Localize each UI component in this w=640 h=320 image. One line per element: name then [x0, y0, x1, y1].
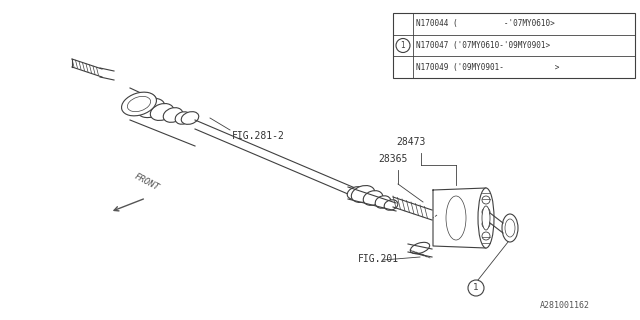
- Ellipse shape: [163, 108, 183, 122]
- Ellipse shape: [482, 220, 490, 228]
- Ellipse shape: [150, 104, 173, 120]
- Ellipse shape: [175, 112, 191, 124]
- Ellipse shape: [181, 112, 199, 124]
- Ellipse shape: [446, 196, 466, 240]
- Text: 28365: 28365: [378, 154, 408, 164]
- FancyBboxPatch shape: [393, 13, 635, 78]
- Ellipse shape: [482, 208, 490, 216]
- Ellipse shape: [348, 187, 365, 199]
- Text: 28473: 28473: [396, 137, 426, 147]
- Ellipse shape: [122, 92, 156, 116]
- Ellipse shape: [124, 93, 156, 115]
- Text: N170044 (          -'07MY0610>: N170044 ( -'07MY0610>: [416, 19, 555, 28]
- Text: FIG.281-2: FIG.281-2: [232, 131, 285, 141]
- Text: A281001162: A281001162: [540, 301, 590, 310]
- Ellipse shape: [482, 206, 490, 230]
- Circle shape: [396, 38, 410, 52]
- Ellipse shape: [502, 214, 518, 242]
- Ellipse shape: [127, 96, 150, 112]
- Ellipse shape: [482, 232, 490, 240]
- Ellipse shape: [375, 196, 391, 208]
- Ellipse shape: [138, 99, 164, 117]
- Ellipse shape: [505, 219, 515, 237]
- Text: FRONT: FRONT: [133, 172, 161, 192]
- Ellipse shape: [482, 196, 490, 204]
- Ellipse shape: [410, 242, 429, 254]
- Text: N170047 ('07MY0610-'09MY0901>: N170047 ('07MY0610-'09MY0901>: [416, 41, 550, 50]
- Ellipse shape: [478, 188, 494, 248]
- Ellipse shape: [364, 191, 383, 205]
- Text: N170049 ('09MY0901-           >: N170049 ('09MY0901- >: [416, 63, 559, 72]
- Text: 1: 1: [473, 284, 479, 292]
- Text: FIG.201: FIG.201: [358, 254, 399, 264]
- Circle shape: [468, 280, 484, 296]
- Ellipse shape: [384, 200, 398, 210]
- Ellipse shape: [351, 186, 374, 203]
- Text: 1: 1: [401, 41, 405, 50]
